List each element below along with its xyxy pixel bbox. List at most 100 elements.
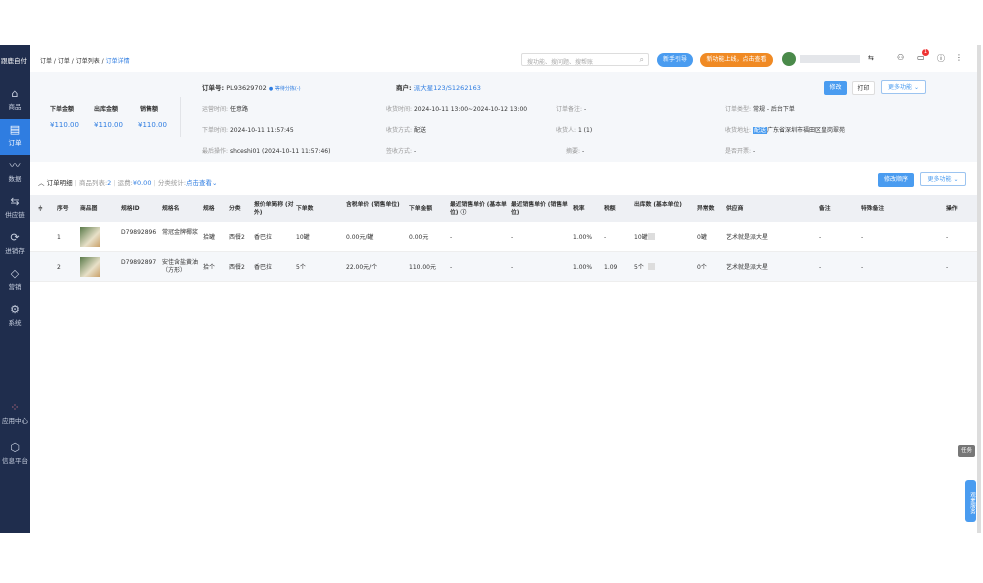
table-cell: 西餐2 bbox=[229, 264, 245, 271]
column-header: 特殊备注 bbox=[861, 206, 885, 212]
sidebar-item-system[interactable]: ⚙ 系统 bbox=[0, 299, 30, 335]
search-input[interactable]: 搜功能、搜问题、搜帮账 ⌕ bbox=[521, 53, 649, 66]
search-icon[interactable]: ⌕ bbox=[639, 55, 644, 64]
basket-icon: ⌂ bbox=[11, 87, 19, 100]
table-cell: 1 bbox=[57, 234, 61, 241]
table-cell: 拾个 bbox=[203, 264, 216, 271]
table-cell: 西餐2 bbox=[229, 234, 245, 241]
task-button[interactable]: 任务 bbox=[958, 445, 975, 457]
customer-label: 商户: bbox=[396, 84, 412, 92]
sidebar-item-marketing[interactable]: ◇ 营销 bbox=[0, 263, 30, 299]
sidebar-item-data[interactable]: 〰数据 bbox=[0, 155, 30, 191]
chevron-down-icon: ⌄ bbox=[913, 84, 919, 91]
scrollbar[interactable] bbox=[977, 45, 981, 533]
table-cell: 1.00% bbox=[573, 264, 593, 271]
table-cell: 艺术就是派大星 bbox=[726, 264, 769, 271]
stock-detail-icon[interactable] bbox=[648, 263, 655, 270]
customer-link[interactable]: 派大星123/S1262163 bbox=[413, 84, 481, 92]
table-cell: 安佳含盐黄油（方形） bbox=[162, 259, 199, 274]
label: 供应链 bbox=[5, 211, 25, 219]
table-row: 1 D79892896 常冠金牌椰浆 拾罐 西餐2 香巴拉 10罐 0.00元/罐 0.00元 -… bbox=[30, 222, 978, 252]
table-cell: 110.00元 bbox=[409, 264, 436, 271]
message-badge: 1 bbox=[922, 49, 929, 56]
detail-more-button[interactable]: 更多功能 ⌄ bbox=[920, 172, 966, 186]
tag-icon: ◇ bbox=[10, 267, 20, 280]
field-value: - bbox=[752, 148, 756, 155]
collapse-icon[interactable]: ︿ bbox=[38, 179, 45, 187]
field-value: - bbox=[413, 148, 417, 155]
top-bar: 订单 / 订单 / 订单列表 / 订单详情 搜功能、搜问题、搜帮账 ⌕ 新手引导 … bbox=[30, 45, 978, 72]
detail-title: 订单明细 bbox=[46, 179, 73, 187]
sidebar-item-info[interactable]: ⬡ 信息平台 bbox=[0, 437, 30, 473]
field-label: 订单类型: bbox=[725, 106, 752, 113]
sidebar-item-inventory[interactable]: ⟳ 进销存 bbox=[0, 227, 30, 263]
table-cell: 0个 bbox=[697, 264, 707, 271]
switch-icon[interactable]: ⇆ bbox=[868, 54, 874, 62]
service-button[interactable]: 观麦服务 bbox=[965, 480, 976, 522]
print-button[interactable]: 打印 bbox=[852, 81, 875, 95]
sidebar-item-orders[interactable]: ▤ 订单 bbox=[0, 119, 30, 155]
more-functions-button[interactable]: 更多功能 ⌄ bbox=[881, 80, 926, 94]
column-header: 报价单简称 (对外) bbox=[254, 202, 294, 216]
breadcrumb: 订单 / 订单 / 订单列表 / 订单详情 bbox=[40, 58, 130, 65]
help-icon[interactable]: ⓘ bbox=[937, 54, 945, 63]
message-icon[interactable]: ▭ bbox=[917, 53, 925, 62]
field-label: 收货人: bbox=[556, 127, 577, 134]
field-value: shceshi01 (2024-10-11 11:57:46) bbox=[229, 148, 331, 155]
column-header: 序号 bbox=[57, 206, 69, 212]
avatar[interactable] bbox=[782, 52, 796, 66]
column-settings-icon[interactable]: ≑ bbox=[38, 206, 43, 212]
column-header: 供应商 bbox=[726, 206, 744, 212]
table-cell: - bbox=[511, 264, 514, 271]
more-menu-icon[interactable]: ⋮ bbox=[955, 53, 963, 62]
guide-button[interactable]: 新手引导 bbox=[657, 53, 693, 67]
summary-label: 下单金额 bbox=[50, 106, 75, 113]
field-value: - bbox=[581, 148, 585, 155]
order-no-label: 订单号: bbox=[202, 84, 225, 92]
column-header: 税率 bbox=[573, 206, 585, 212]
column-header: 下单数 bbox=[296, 206, 314, 212]
label: 信息平台 bbox=[2, 457, 28, 465]
supply-icon: ⇆ bbox=[10, 195, 20, 208]
divider bbox=[180, 97, 181, 137]
table-cell: 5个 bbox=[296, 264, 306, 271]
column-header: 操作 bbox=[946, 206, 958, 212]
reorder-button[interactable]: 修改顺序 bbox=[878, 173, 914, 187]
column-header: 最近销售单价 (基本单位) ⓘ bbox=[450, 202, 507, 216]
stock-detail-icon[interactable] bbox=[648, 233, 655, 240]
breadcrumb-item[interactable]: 订单 bbox=[57, 58, 70, 65]
product-image[interactable] bbox=[80, 257, 100, 277]
column-header: 异常数 bbox=[697, 206, 715, 212]
table-cell: 艺术就是派大星 bbox=[726, 234, 769, 241]
label: 更多功能 bbox=[888, 84, 913, 91]
field-value: - bbox=[583, 106, 587, 113]
field-value: 广东省深圳市福田区皇岗翠苑 bbox=[766, 127, 845, 134]
detail-bar: ︿ 订单明细 | 商品列表:2 | 运费:¥0.00 | 分类统计:点击查看⌄ bbox=[38, 179, 218, 187]
sidebar-item-goods[interactable]: ⌂ 商品 bbox=[0, 83, 30, 119]
gear-icon: ⚙ bbox=[10, 303, 20, 316]
column-header: 最近销售单价 (销售单位) bbox=[511, 202, 568, 216]
table-cell[interactable]: - bbox=[946, 234, 949, 241]
table-cell: - bbox=[819, 264, 822, 271]
table-cell: 2 bbox=[57, 264, 61, 271]
sidebar-item-apps[interactable]: ⁘ 应用中心 bbox=[0, 397, 30, 433]
sidebar: 跟鹿自付 ⌂ 商品 ▤ 订单 〰数据 ⇆ 供应链 ⟳ 进销存 ◇ 营销 ⚙ 系统 ⁘ 应用中心… bbox=[0, 45, 30, 533]
breadcrumb-item[interactable]: 订单列表 bbox=[75, 58, 100, 65]
column-header: 税额 bbox=[604, 206, 616, 212]
label: 应用中心 bbox=[2, 417, 28, 425]
edit-button[interactable]: 修改 bbox=[824, 81, 847, 95]
column-header: 下单金额 bbox=[409, 206, 433, 212]
user-icon[interactable]: ⚇ bbox=[897, 53, 905, 62]
sidebar-item-supply[interactable]: ⇆ 供应链 bbox=[0, 191, 30, 227]
account-name-blurred[interactable] bbox=[800, 55, 860, 63]
category-link[interactable]: 点击查看 bbox=[186, 179, 213, 187]
table-cell: - bbox=[861, 264, 864, 271]
table-cell: - bbox=[450, 264, 453, 271]
breadcrumb-current: 订单详情 bbox=[105, 58, 130, 65]
column-header: 分类 bbox=[229, 206, 241, 212]
new-feature-button[interactable]: 新功能上线，点击查看 bbox=[700, 53, 773, 67]
table-cell[interactable]: - bbox=[946, 264, 949, 271]
product-image[interactable] bbox=[80, 227, 100, 247]
label: 数据 bbox=[8, 175, 22, 183]
breadcrumb-item[interactable]: 订单 bbox=[40, 58, 53, 65]
